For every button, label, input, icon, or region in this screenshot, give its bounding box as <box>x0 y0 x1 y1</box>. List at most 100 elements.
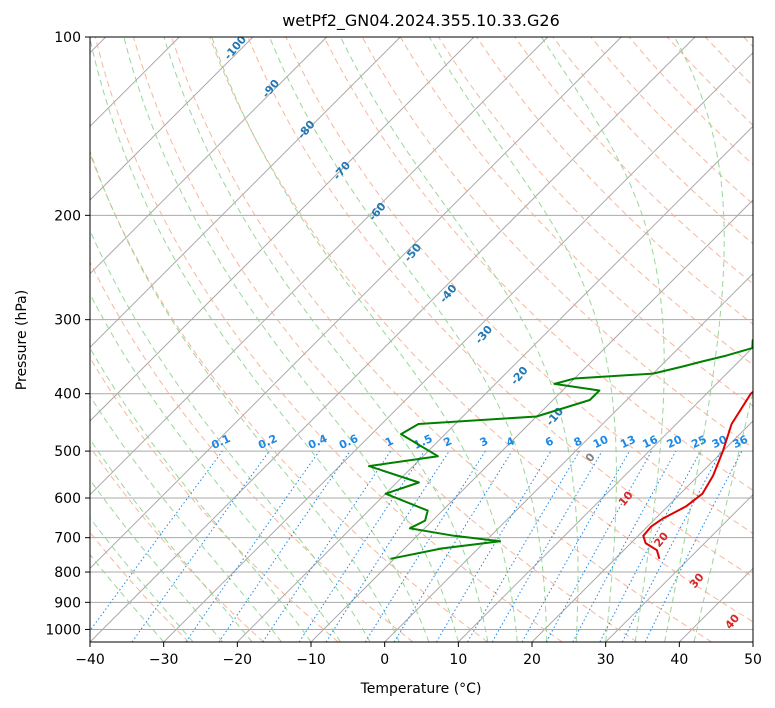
plot-area: -100-90-80-70-60-50-40-30-20-10010203040… <box>90 37 753 642</box>
mixing-ratio-line <box>218 450 351 642</box>
mixing-ratio-line <box>325 450 450 642</box>
mixing-ratio-label: 10 <box>591 433 611 451</box>
dry-adiabat-line <box>247 37 753 578</box>
dry-adiabat-line <box>90 446 264 642</box>
mixing-ratio-line <box>467 450 580 642</box>
y-axis: 100 200 300 400 500 600 700 800 900 1000 <box>45 30 90 638</box>
dry-adiabat-label: -40 <box>437 282 460 306</box>
moist-adiabat-line <box>693 390 753 642</box>
moist-adiabat-line <box>90 438 253 642</box>
moist-adiabat-line <box>90 149 400 642</box>
y-tick-label: 700 <box>54 531 81 547</box>
mixing-ratio-label: 20 <box>665 433 685 451</box>
dry-adiabats <box>90 37 753 642</box>
dry-adiabat-label: -90 <box>259 77 282 101</box>
dry-adiabat-label: -60 <box>366 200 389 224</box>
mixing-ratio-line <box>521 450 630 642</box>
mixing-ratio-line <box>644 450 743 642</box>
moist-adiabat-line <box>90 293 341 642</box>
mixing-ratio-line <box>131 450 270 642</box>
sounding-series <box>368 338 753 560</box>
isobar-gridlines <box>90 37 753 630</box>
moist-adiabat-line <box>664 37 725 642</box>
x-tick-label: 0 <box>380 652 389 668</box>
moist-adiabat-line <box>428 37 617 642</box>
x-axis: −40 −30 −20 −10 0 10 20 30 40 50 <box>75 642 762 668</box>
mixing-ratio-label: 36 <box>731 433 751 451</box>
moist-adiabat-line <box>90 229 371 642</box>
moist-adiabat-line <box>90 37 430 642</box>
mixing-ratio-line <box>90 450 223 632</box>
moist-adiabat-line <box>163 37 489 642</box>
mixing-ratio-label: 3 <box>478 434 490 449</box>
dry-adiabat-label: 20 <box>651 529 671 549</box>
isotherm-line <box>90 37 401 349</box>
y-tick-label: 800 <box>54 565 81 581</box>
isotherm-line <box>531 420 753 642</box>
mixing-ratio-label: 1 <box>383 434 395 449</box>
isotherm-line <box>236 125 753 642</box>
dry-adiabat-line <box>590 37 753 205</box>
dry-adiabat-line <box>666 37 753 126</box>
dry-adiabat-line <box>209 37 753 623</box>
moist-adiabat-line <box>211 37 518 642</box>
mixing-ratio-line <box>364 450 486 642</box>
moist-adiabat-line <box>269 37 548 642</box>
y-tick-label: 400 <box>54 387 81 403</box>
x-tick-label: 10 <box>449 652 467 668</box>
dry-adiabat-line <box>514 37 753 285</box>
x-tick-label: 20 <box>523 652 541 668</box>
moist-adiabat-line <box>90 553 165 642</box>
dry-adiabat-line <box>437 37 753 366</box>
mixing-ratio-line <box>185 450 320 642</box>
mixing-ratio-line <box>545 450 653 642</box>
dry-adiabat-line <box>476 37 753 325</box>
moist-adiabat-line <box>90 479 223 642</box>
mixing-ratio-label: 8 <box>572 434 584 449</box>
isotherm-line <box>605 493 753 642</box>
dry-adiabat-label: 30 <box>687 570 707 590</box>
dry-adiabat-line <box>704 37 753 87</box>
isotherm-gridlines <box>90 37 753 642</box>
moist-adiabat-line <box>90 394 282 642</box>
moist-adiabat-line <box>90 517 194 642</box>
isotherm-line <box>90 37 254 201</box>
dry-adiabat-label: -80 <box>295 118 318 142</box>
mixing-ratio-label: 0.2 <box>256 432 279 452</box>
x-tick-label: −10 <box>296 652 326 668</box>
y-tick-label: 600 <box>54 491 81 507</box>
dry-adiabat-label: -70 <box>330 159 353 183</box>
dry-adiabat-line <box>171 37 712 642</box>
moist-adiabat-line <box>90 347 312 642</box>
moist-adiabats <box>90 37 753 642</box>
isotherm-line <box>457 346 753 642</box>
mixing-ratio-label: 16 <box>640 433 660 451</box>
mixing-ratio-label: 13 <box>618 433 637 451</box>
mixing-ratio-line <box>393 450 513 642</box>
mixing-ratio-label: 2 <box>442 434 454 449</box>
mixing-ratio-label: 6 <box>543 434 556 449</box>
y-tick-label: 300 <box>54 313 81 329</box>
isotherm-line <box>678 567 753 642</box>
x-axis-title: Temperature (°C) <box>360 681 482 697</box>
x-tick-label: −40 <box>75 652 105 668</box>
mixing-ratio-label: 0.4 <box>306 432 329 452</box>
x-tick-label: 50 <box>744 652 762 668</box>
isotherm-line <box>90 37 622 570</box>
y-tick-label: 900 <box>54 595 81 611</box>
moist-adiabat-line <box>123 37 459 642</box>
mixing-ratio-label: 25 <box>689 433 708 451</box>
dry-adiabat-label: 40 <box>722 611 742 631</box>
x-tick-label: −30 <box>149 652 179 668</box>
mixing-ratio-lines <box>90 450 743 642</box>
dry-adiabat-line <box>90 260 414 642</box>
isotherm-line <box>90 37 475 422</box>
isotherm-line <box>310 199 753 642</box>
dry-adiabat-label: 10 <box>616 488 636 508</box>
dry-adiabat-line <box>323 37 753 491</box>
dry-adiabat-label: -50 <box>401 241 424 265</box>
isotherm-line <box>90 37 328 275</box>
isotherm-line <box>90 37 696 642</box>
